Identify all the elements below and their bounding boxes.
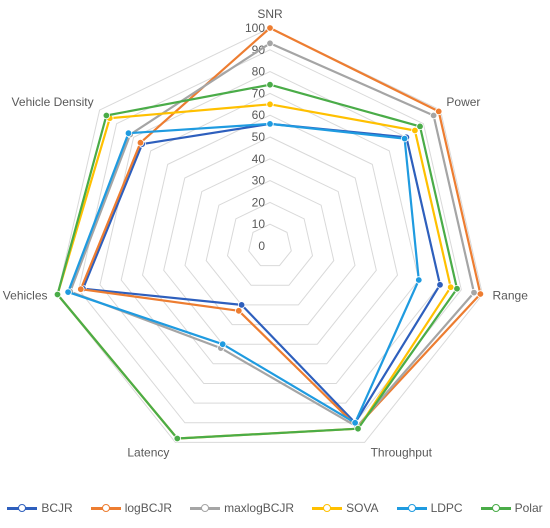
legend-item-sova: SOVA — [312, 501, 379, 515]
data-point-logbcjr — [136, 138, 145, 147]
tick-label: 30 — [252, 174, 266, 188]
data-point-polar — [266, 80, 274, 89]
data-point-polar — [173, 434, 181, 443]
axis-label-latency: Latency — [127, 445, 169, 459]
data-point-ldpc — [266, 120, 274, 128]
legend: BCJR logBCJR maxlogBCJR SOVA LDPC Polar — [0, 496, 550, 520]
legend-swatch — [90, 503, 121, 513]
axis-labels: SNR Power Range Throughput Latency Vehicles Ve… — [3, 7, 528, 459]
grid-ring — [56, 27, 484, 443]
data-point-polar — [354, 425, 362, 433]
axis-label-power: Power — [446, 95, 480, 109]
data-point-polar — [453, 285, 461, 293]
data-point-ldpc — [124, 129, 133, 137]
legend-label: logBCJR — [124, 501, 173, 515]
data-point-polar — [102, 111, 111, 120]
series-line-maxlogbcjr — [69, 42, 476, 428]
data-point-logbcjr — [266, 24, 274, 32]
legend-item-maxlogbcjr: maxlogBCJR — [190, 501, 294, 515]
data-point-polar — [416, 122, 424, 131]
legend-label: LDPC — [430, 501, 463, 515]
grid-ring — [120, 92, 420, 384]
radar-grid — [56, 27, 484, 443]
data-point-ldpc — [415, 276, 423, 284]
data-point-sova — [266, 100, 274, 108]
data-point-ldpc — [400, 134, 409, 143]
data-point-ldpc — [64, 288, 72, 296]
data-point-maxlogbcjr — [470, 288, 478, 297]
tick-label: 50 — [252, 130, 266, 144]
grid-ring — [226, 201, 314, 286]
grid-ring — [163, 136, 377, 345]
data-point-ldpc — [351, 419, 359, 427]
data-point-sova — [447, 283, 455, 291]
axis-label-snr: SNR — [257, 7, 283, 21]
tick-label: 20 — [252, 195, 266, 209]
legend-item-ldpc: LDPC — [396, 501, 463, 515]
legend-item-polar: Polar — [480, 501, 543, 515]
series-polar — [53, 80, 461, 443]
grid-ring — [141, 114, 399, 365]
data-point-logbcjr — [235, 307, 243, 315]
legend-item-logbcjr: logBCJR — [90, 501, 173, 515]
data-point-logbcjr — [476, 290, 485, 298]
data-point-logbcjr — [435, 107, 443, 116]
axis-label-vehicle-density: Vehicle Density — [12, 95, 94, 109]
tick-label: 70 — [252, 86, 266, 100]
legend-item-bcjr: BCJR — [7, 501, 73, 515]
data-point-maxlogbcjr — [429, 111, 438, 120]
data-point-sova — [411, 126, 419, 135]
legend-label: maxlogBCJR — [224, 501, 295, 515]
tick-label: 10 — [252, 217, 266, 231]
axis-label-vehicles: Vehicles — [3, 289, 48, 303]
series-layer — [53, 24, 485, 443]
legend-swatch — [7, 503, 38, 513]
data-point-logbcjr — [77, 285, 85, 293]
legend-label: Polar — [514, 501, 543, 515]
grid-ring — [205, 180, 335, 306]
legend-label: SOVA — [346, 501, 379, 515]
data-point-bcjr — [237, 301, 246, 309]
data-point-polar — [53, 290, 62, 299]
legend-swatch — [396, 503, 427, 513]
grid-ring — [248, 223, 292, 267]
tick-label: 0 — [258, 239, 265, 253]
series-ldpc — [64, 120, 423, 427]
series-line-logbcjr — [79, 26, 482, 428]
tick-label: 60 — [252, 108, 266, 122]
axis-label-range: Range — [493, 289, 529, 303]
legend-swatch — [480, 503, 511, 513]
data-point-bcjr — [436, 281, 444, 289]
series-line-polar — [56, 83, 459, 440]
data-point-ldpc — [218, 340, 227, 348]
series-line-bcjr — [81, 122, 442, 424]
grid-ring — [78, 49, 462, 424]
legend-swatch — [190, 503, 221, 513]
series-line-ldpc — [66, 122, 420, 424]
axis-label-throughput: Throughput — [371, 445, 433, 459]
grid-ring — [184, 158, 356, 326]
tick-label: 40 — [252, 152, 266, 166]
legend-label: BCJR — [41, 501, 73, 515]
data-point-maxlogbcjr — [266, 39, 274, 47]
tick-label: 80 — [252, 65, 266, 79]
legend-swatch — [312, 503, 343, 513]
tick-label: 100 — [245, 21, 265, 35]
